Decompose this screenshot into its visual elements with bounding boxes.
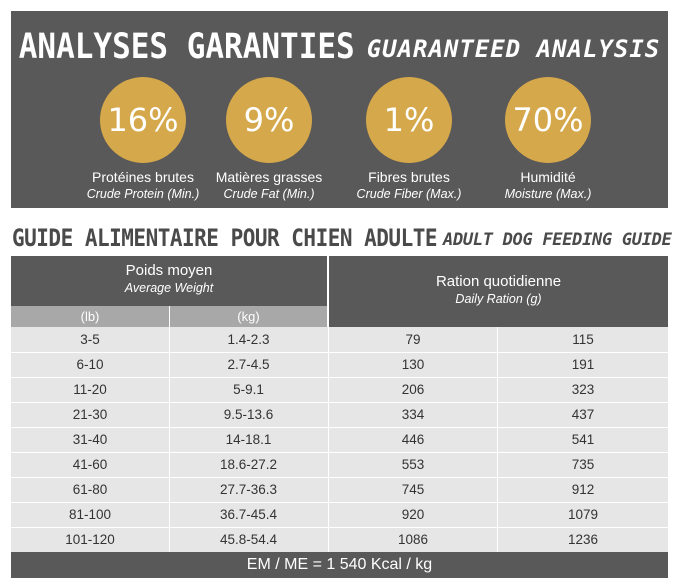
weight-header-en: Average Weight <box>124 281 214 295</box>
cell-kg: 45.8-54.4 <box>219 532 278 547</box>
moisture-label-fr: Humidité <box>520 169 576 185</box>
feeding-guide-title-fr: GUIDE ALIMENTAIRE POUR CHIEN ADULTE <box>12 224 438 252</box>
unit-lb-header: (lb) <box>11 306 169 327</box>
table-row: 61-80 27.7-36.3 745 912 <box>11 477 668 502</box>
cell-lb: 101-120 <box>65 532 115 547</box>
analysis-title-en: GUARANTEED ANALYSIS <box>366 35 661 63</box>
row-divider <box>11 452 668 453</box>
cell-kg: 5-9.1 <box>233 382 264 397</box>
cell-ration-low: 553 <box>401 457 425 472</box>
fiber-label-fr: Fibres brutes <box>368 169 450 185</box>
cell-ration-high: 115 <box>572 332 594 347</box>
cell-lb: 11-20 <box>73 382 107 397</box>
row-divider <box>11 352 668 353</box>
cell-kg: 14-18.1 <box>225 432 272 447</box>
row-divider <box>11 377 668 378</box>
cell-ration-low: 446 <box>401 432 425 447</box>
row-divider <box>11 402 668 403</box>
cell-ration-low: 334 <box>401 407 425 422</box>
fat-label-en: Crude Fat (Min.) <box>223 187 315 201</box>
cell-kg: 9.5-13.6 <box>223 407 274 422</box>
table-row: 6-10 2.7-4.5 130 191 <box>11 352 668 377</box>
feeding-guide-title: GUIDE ALIMENTAIRE POUR CHIEN ADULTE ADULT… <box>12 224 672 252</box>
column-divider <box>169 306 170 552</box>
table-row: 41-60 18.6-27.2 553 735 <box>11 452 668 477</box>
table-row: 101-120 45.8-54.4 1086 1236 <box>11 527 668 552</box>
protein-label-fr: Protéines brutes <box>92 169 194 185</box>
cell-kg: 36.7-45.4 <box>219 507 278 522</box>
table-row: 3-5 1.4-2.3 79 115 <box>11 327 668 352</box>
fiber-label-en: Crude Fiber (Max.) <box>356 187 462 201</box>
cell-ration-high: 541 <box>571 432 595 447</box>
ration-header-fr: Ration quotidienne <box>435 273 562 290</box>
guaranteed-analysis-panel: ANALYSES GARANTIES GUARANTEED ANALYSIS 16… <box>11 11 668 208</box>
cell-lb: 3-5 <box>80 332 100 347</box>
ration-header: Ration quotidienne Daily Ration (g) <box>329 256 668 327</box>
column-divider <box>328 256 329 552</box>
cell-kg: 2.7-4.5 <box>227 357 270 372</box>
cell-ration-low: 130 <box>401 357 425 372</box>
table-row: 11-20 5-9.1 206 323 <box>11 377 668 402</box>
column-divider <box>497 327 498 552</box>
row-divider <box>11 527 668 528</box>
cell-ration-low: 920 <box>401 507 425 522</box>
cell-ration-high: 323 <box>571 382 595 397</box>
cell-lb: 41-60 <box>72 457 108 472</box>
cell-ration-low: 206 <box>401 382 425 397</box>
energy-footer: EM / ME = 1 540 Kcal / kg <box>11 552 668 578</box>
cell-lb: 31-40 <box>72 432 108 447</box>
fat-value-circle: 9% <box>226 77 312 163</box>
ration-header-en: Daily Ration (g) <box>455 292 542 306</box>
weight-header: Poids moyen Average Weight <box>11 256 327 306</box>
cell-lb: 6-10 <box>76 357 104 372</box>
cell-lb: 61-80 <box>72 482 108 497</box>
analysis-title-fr: ANALYSES GARANTIES <box>18 26 355 68</box>
cell-ration-high: 1236 <box>567 532 599 547</box>
cell-ration-low: 1086 <box>397 532 429 547</box>
cell-kg: 18.6-27.2 <box>219 457 278 472</box>
feeding-guide-title-en: ADULT DOG FEEDING GUIDE <box>443 230 672 250</box>
protein-value-circle: 16% <box>100 77 186 163</box>
cell-ration-high: 437 <box>571 407 595 422</box>
cell-ration-high: 1079 <box>567 507 599 522</box>
cell-ration-high: 191 <box>571 357 595 372</box>
moisture-label-en: Moisture (Max.) <box>504 187 592 201</box>
cell-lb: 21-30 <box>72 407 108 422</box>
cell-ration-low: 745 <box>401 482 425 497</box>
weight-header-fr: Poids moyen <box>125 262 213 279</box>
analysis-title: ANALYSES GARANTIES GUARANTEED ANALYSIS <box>11 26 668 68</box>
table-row: 81-100 36.7-45.4 920 1079 <box>11 502 668 527</box>
row-divider <box>11 502 668 503</box>
cell-ration-high: 735 <box>571 457 595 472</box>
table-row: 31-40 14-18.1 446 541 <box>11 427 668 452</box>
table-row: 21-30 9.5-13.6 334 437 <box>11 402 668 427</box>
fat-label-fr: Matières grasses <box>215 169 323 185</box>
cell-lb: 81-100 <box>68 507 112 522</box>
cell-kg: 1.4-2.3 <box>227 332 270 347</box>
fiber-value-circle: 1% <box>366 77 452 163</box>
cell-ration-low: 79 <box>405 332 421 347</box>
unit-kg-header: (kg) <box>170 306 327 327</box>
cell-ration-high: 912 <box>571 482 595 497</box>
cell-kg: 27.7-36.3 <box>219 482 278 497</box>
row-divider <box>11 477 668 478</box>
moisture-value-circle: 70% <box>505 77 591 163</box>
protein-label-en: Crude Protein (Min.) <box>86 187 200 201</box>
row-divider <box>11 427 668 428</box>
